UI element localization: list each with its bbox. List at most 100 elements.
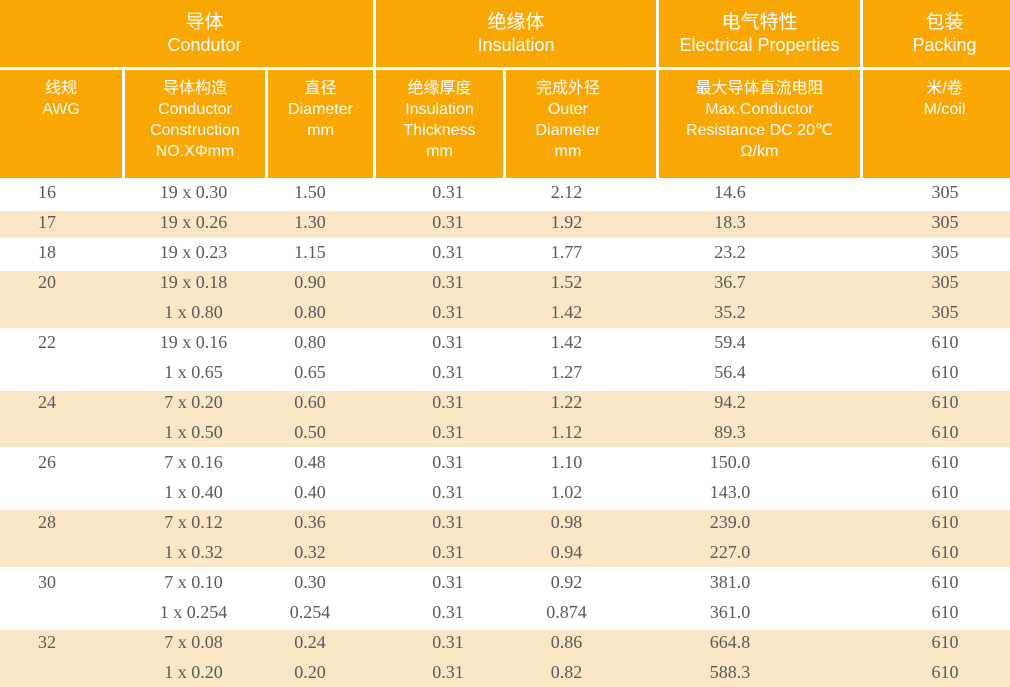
- cell-resistance: 143.0: [709, 481, 751, 502]
- table-row: 32 7 x 0.08 0.24 0.31 0.86 664.8 610: [0, 627, 1010, 657]
- cell-outer: 1.92: [503, 207, 656, 238]
- cell-diameter: 0.40: [294, 481, 326, 502]
- cell-awg: [0, 477, 122, 507]
- cell-outer: 1.27: [550, 362, 583, 383]
- group-label-packing-zh: 包装: [925, 11, 964, 33]
- cell-awg: 20: [0, 267, 122, 298]
- cell-packing: 610: [860, 627, 1010, 657]
- cell-construction: 1 x 0.32: [122, 537, 265, 568]
- table-row: 1 x 0.32 0.32 0.31 0.94 227.0 610: [0, 537, 1010, 568]
- table-row: 1 x 0.65 0.65 0.31 1.27 56.4 610: [0, 358, 1010, 388]
- table-row: 1 x 0.20 0.20 0.31 0.82 588.3 610: [0, 657, 1010, 687]
- cell-resistance: 56.4: [714, 362, 746, 383]
- group-label-electrical-zh: 电气特性: [721, 11, 798, 33]
- group-label-conductor-zh: 导体: [185, 11, 224, 33]
- cell-awg: 17: [0, 207, 122, 238]
- cell-construction: 7 x 0.08: [122, 627, 265, 657]
- table-row: 20 19 x 0.18 0.90 0.31 1.52 36.7 305: [0, 267, 1010, 298]
- cell-awg: 24: [0, 387, 122, 418]
- cell-resistance: 14.6: [714, 182, 746, 203]
- cell-thickness: 0.31: [432, 451, 464, 472]
- cell-packing: 610: [931, 362, 959, 383]
- cell-diameter: 0.80: [265, 297, 373, 328]
- cell-outer: 1.22: [503, 387, 656, 418]
- cell-outer: 1.12: [503, 417, 656, 448]
- cell-outer: 1.52: [503, 267, 656, 298]
- table-row: 26 7 x 0.16 0.48 0.31 1.10 150.0 610: [0, 447, 1010, 477]
- cell-packing: 610: [860, 537, 1010, 568]
- cell-packing: 305: [860, 207, 1010, 238]
- cell-outer: 0.92: [550, 571, 583, 592]
- cell-awg: 16: [38, 182, 56, 203]
- cell-awg: [0, 597, 122, 627]
- table-row: 18 19 x 0.23 1.15 0.31 1.77 23.2 305: [0, 238, 1010, 268]
- cell-construction: 19 x 0.30: [159, 182, 228, 203]
- cell-diameter: 0.90: [265, 267, 373, 298]
- table-row: 16 19 x 0.30 1.50 0.31 2.12 14.6 305: [0, 178, 1010, 208]
- cell-resistance: 664.8: [656, 627, 860, 657]
- cell-thickness: 0.31: [373, 657, 503, 687]
- cell-outer: 0.94: [503, 537, 656, 568]
- cell-thickness: 0.31: [432, 362, 464, 383]
- cell-thickness: 0.31: [432, 481, 464, 502]
- cell-outer: 1.77: [550, 242, 583, 263]
- cell-thickness: 0.31: [373, 417, 503, 448]
- cell-diameter: 1.15: [294, 242, 326, 263]
- group-label-electrical-en: Electrical Properties: [679, 34, 840, 55]
- cell-resistance: 23.2: [714, 242, 746, 263]
- table-row: 17 19 x 0.26 1.30 0.31 1.92 18.3 305: [0, 207, 1010, 238]
- cell-diameter: 0.48: [294, 451, 326, 472]
- cell-outer: 0.82: [503, 657, 656, 687]
- cell-resistance: 59.4: [714, 332, 746, 353]
- cell-outer: 0.86: [503, 627, 656, 657]
- cell-construction: 1 x 0.40: [164, 481, 223, 502]
- cell-packing: 305: [931, 242, 959, 263]
- cell-thickness: 0.31: [432, 242, 464, 263]
- cell-awg: [0, 657, 122, 687]
- col-header-outer-diameter: 完成外径 Outer Diameter mm: [503, 70, 656, 178]
- cell-awg: [0, 417, 122, 448]
- col-header-thickness: 绝缘厚度 Insulation Thickness mm: [373, 70, 503, 178]
- cell-thickness: 0.31: [432, 601, 464, 622]
- table-row: 1 x 0.80 0.80 0.31 1.42 35.2 305: [0, 297, 1010, 328]
- cell-awg: [0, 297, 122, 328]
- cell-packing: 610: [860, 417, 1010, 448]
- group-label-conductor-en: Condutor: [167, 34, 242, 55]
- cell-thickness: 0.31: [373, 297, 503, 328]
- cell-awg: 28: [0, 507, 122, 538]
- cell-resistance: 36.7: [656, 267, 860, 298]
- table-row: 1 x 0.40 0.40 0.31 1.02 143.0 610: [0, 477, 1010, 507]
- cell-construction: 7 x 0.12: [122, 507, 265, 538]
- cell-construction: 1 x 0.65: [164, 362, 223, 383]
- col-header-diameter: 直径 Diameter mm: [265, 70, 373, 178]
- cell-diameter: 0.36: [265, 507, 373, 538]
- col-header-packing-coil: 米/卷 M/coil: [860, 70, 1010, 178]
- cell-construction: 1 x 0.80: [122, 297, 265, 328]
- cell-construction: 7 x 0.16: [164, 451, 223, 472]
- cell-awg: 22: [38, 332, 56, 353]
- cell-resistance: 361.0: [709, 601, 751, 622]
- group-header-electrical-properties: 电气特性 Electrical Properties: [656, 0, 860, 70]
- cell-resistance: 588.3: [656, 657, 860, 687]
- cell-diameter: 0.50: [265, 417, 373, 448]
- cell-awg: 32: [0, 627, 122, 657]
- cell-diameter: 0.80: [294, 332, 326, 353]
- table-body: 16 19 x 0.30 1.50 0.31 2.12 14.6 305 17 19 x 0.2…: [0, 178, 1010, 687]
- cell-construction: 1 x 0.50: [122, 417, 265, 448]
- cell-diameter: 0.30: [294, 571, 326, 592]
- group-label-packing-en: Packing: [912, 34, 977, 55]
- cell-packing: 305: [860, 297, 1010, 328]
- cell-construction: 19 x 0.18: [122, 267, 265, 298]
- cell-diameter: 0.254: [289, 601, 331, 622]
- cell-thickness: 0.31: [373, 537, 503, 568]
- cell-diameter: 0.24: [265, 627, 373, 657]
- cell-packing: 610: [931, 332, 959, 353]
- table-row: 1 x 0.254 0.254 0.31 0.874 361.0 610: [0, 597, 1010, 627]
- cell-construction: 19 x 0.16: [159, 332, 228, 353]
- cell-awg: 18: [38, 242, 56, 263]
- group-header-packing: 包装 Packing: [860, 0, 1010, 70]
- cell-resistance: 18.3: [656, 207, 860, 238]
- cell-diameter: 0.32: [265, 537, 373, 568]
- cell-resistance: 227.0: [656, 537, 860, 568]
